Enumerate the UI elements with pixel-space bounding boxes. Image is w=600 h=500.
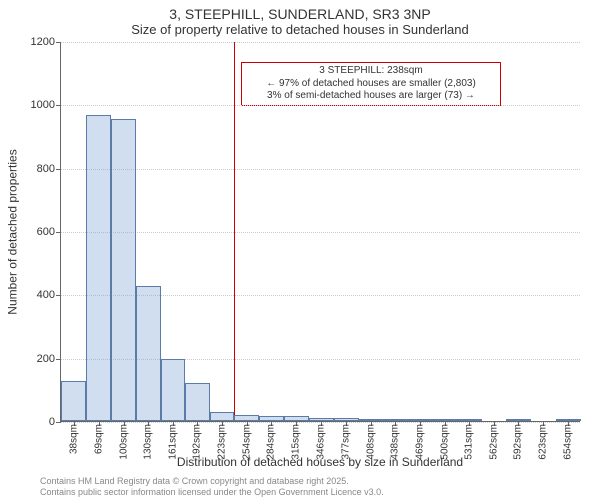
annotation-line2: ← 97% of detached houses are smaller (2,… [246,78,496,91]
y-tick-label: 1200 [31,36,55,48]
y-tick-label: 600 [37,226,55,238]
attribution-text: Contains HM Land Registry data © Crown c… [40,476,384,498]
histogram-bar [61,381,86,421]
y-tick-mark [56,232,61,233]
y-tick-label: 200 [37,353,55,365]
plot-area: 3 STEEPHILL: 238sqm ← 97% of detached ho… [60,42,580,422]
histogram-bar [161,359,186,421]
annotation-line1: 3 STEEPHILL: 238sqm [246,65,496,78]
grid-line [61,42,580,43]
grid-line [61,105,580,106]
grid-line [61,169,580,170]
y-tick-label: 800 [37,163,55,175]
grid-line [61,232,580,233]
y-tick-label: 400 [37,289,55,301]
histogram-bar [86,115,111,421]
chart-root: 3, STEEPHILL, SUNDERLAND, SR3 3NP Size o… [0,0,600,500]
y-tick-label: 1000 [31,99,55,111]
x-tick-label: 38sqm [68,424,79,454]
histogram-bar [136,286,161,421]
annotation-line3: 3% of semi-detached houses are larger (7… [246,90,496,103]
annotation-box: 3 STEEPHILL: 238sqm ← 97% of detached ho… [241,62,501,106]
y-tick-mark [56,169,61,170]
histogram-bar [210,412,234,422]
chart-subtitle: Size of property relative to detached ho… [0,22,600,37]
y-tick-label: 0 [49,416,55,428]
y-tick-mark [56,105,61,106]
histogram-bar [185,383,210,421]
chart-title: 3, STEEPHILL, SUNDERLAND, SR3 3NP [0,6,600,22]
y-tick-mark [56,359,61,360]
y-tick-mark [56,295,61,296]
x-tick-label: 69sqm [93,424,104,454]
y-axis-label: Number of detached properties [6,42,20,422]
y-tick-mark [56,42,61,43]
histogram-bar [111,119,136,421]
y-tick-mark [56,422,61,423]
x-axis-label: Distribution of detached houses by size … [60,455,580,469]
